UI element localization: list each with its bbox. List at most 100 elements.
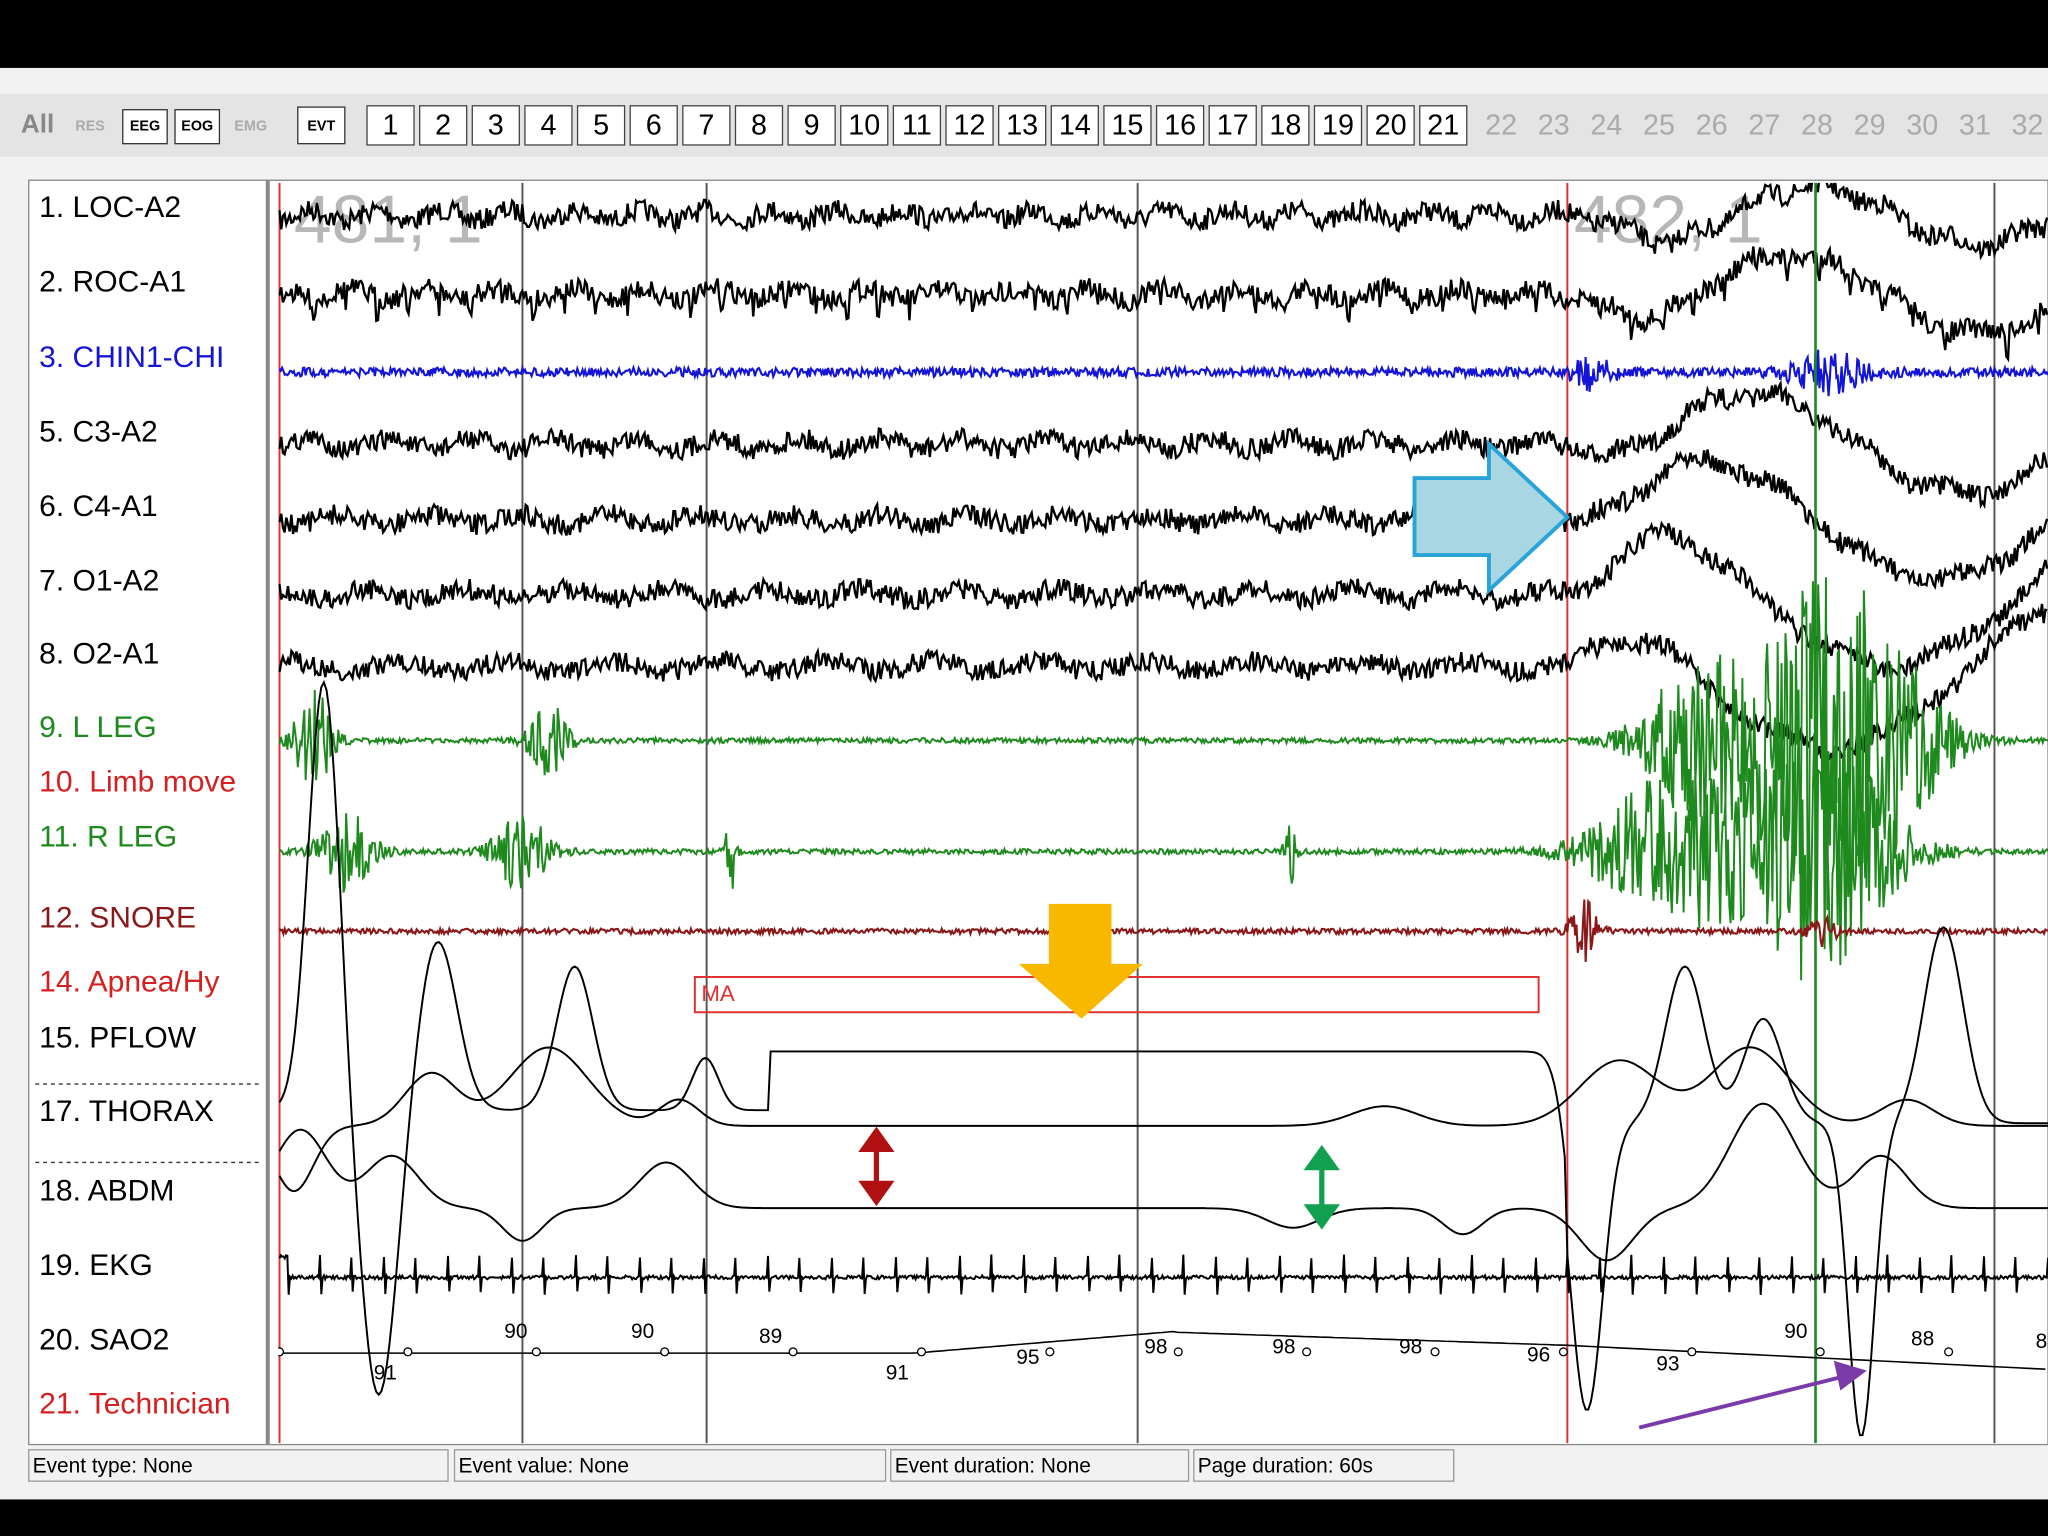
trace [278,731,2048,981]
channel-label: 1. LOC-A2 [39,191,181,224]
channel-label: 5. C3-A2 [39,416,158,449]
sao2-sample [660,1347,670,1357]
page-button[interactable] [998,105,1047,146]
page-button[interactable] [419,105,468,146]
page-button[interactable] [629,105,678,146]
page-number[interactable]: 20 [1375,109,1407,141]
sao2-sample [1815,1347,1825,1357]
page-number[interactable]: 6 [646,109,662,141]
page-button[interactable] [1103,105,1152,146]
page-number-disabled: 31 [1959,109,1991,141]
status-bar: Event type: None Event value: None Event d… [28,1449,1455,1482]
page-button[interactable] [1050,105,1099,146]
page-button[interactable] [1155,105,1205,146]
montage-label[interactable]: RES [75,118,105,134]
arrow-purple [1638,1360,1867,1430]
status-field [1193,1449,1455,1482]
sao2-sample [1045,1347,1055,1357]
page-button[interactable] [945,105,994,146]
page-number[interactable]: 17 [1217,109,1249,141]
sao2-sample [1173,1347,1183,1357]
page-button[interactable] [576,105,626,146]
sao2-value: 93 [1656,1352,1679,1375]
page-button[interactable] [1208,105,1257,146]
page-number[interactable]: 9 [804,109,820,141]
arrow-down [1018,903,1143,1019]
page-number[interactable]: 16 [1164,109,1196,141]
page-button[interactable] [471,105,520,146]
page-number[interactable]: 18 [1269,109,1301,141]
page-button[interactable] [734,105,784,146]
page-button[interactable] [682,105,731,146]
double-arrow-green [1303,1144,1340,1230]
page-number-disabled: 24 [1590,109,1622,141]
page-button[interactable] [524,105,573,146]
channel-label: 20. SAO2 [39,1323,169,1356]
montage-label[interactable]: EOG [181,118,213,134]
page-number[interactable]: 15 [1111,109,1143,141]
page-number[interactable]: 21 [1427,109,1459,141]
page-number[interactable]: 2 [435,109,451,141]
page-number[interactable]: 7 [698,109,714,141]
sao2-sample [403,1347,413,1357]
page-button[interactable] [366,105,415,146]
page-button[interactable] [1261,105,1310,146]
page-number[interactable]: 14 [1059,109,1091,141]
page-number[interactable]: 8 [751,109,767,141]
sao2-value: 89 [759,1325,782,1348]
page-button[interactable] [787,105,836,146]
channel-label: 21. Technician [39,1387,230,1420]
page-number[interactable]: 1 [383,109,399,141]
toolbar-all[interactable]: All [21,108,54,138]
page-number[interactable]: 11 [902,109,932,141]
page-number[interactable]: 12 [954,109,986,141]
sao2-value: 96 [1527,1343,1550,1366]
page-button[interactable] [1419,105,1468,146]
sao2-sample [1430,1347,1440,1357]
status-field [890,1449,1190,1482]
status-text: Event duration: None [895,1454,1091,1477]
page-button[interactable] [1366,105,1415,146]
page-number[interactable]: 19 [1322,109,1354,141]
sao2-sample [1302,1347,1312,1357]
channel-label: 8. O2-A1 [39,638,159,671]
event-annotation: MA [701,981,734,1006]
event-button[interactable] [297,106,346,145]
trace [279,1330,2046,1370]
page-number[interactable]: 13 [1006,109,1038,141]
channel-label: 18. ABDM [39,1174,174,1207]
channel-label: 7. O1-A2 [39,564,159,597]
sao2-sample [788,1347,798,1357]
page-number[interactable]: 10 [848,109,880,141]
page-number-disabled: 29 [1854,109,1886,141]
channel-label: 10. Limb move [39,766,236,799]
channel-label: 14. Apnea/Hy [39,965,219,998]
page-number[interactable]: 4 [540,109,556,141]
montage-label[interactable]: EMG [234,118,267,134]
page-number-disabled: 30 [1906,109,1938,141]
sao2-sample [1558,1347,1568,1357]
status-text: Event type: None [33,1454,193,1477]
page-number[interactable]: 3 [488,109,504,141]
page-number[interactable]: 5 [593,109,609,141]
montage-label[interactable]: EEG [130,118,160,134]
channel-label: 6. C4-A1 [39,490,158,523]
page-number-disabled: 28 [1801,109,1833,141]
page-number-disabled: 27 [1748,109,1780,141]
sao2-value: 90 [504,1320,527,1343]
event-label[interactable]: EVT [307,118,335,134]
page-button[interactable] [892,105,942,146]
page-button[interactable] [840,105,889,146]
sao2-value: 91 [374,1362,397,1385]
montage-button[interactable] [122,109,168,145]
page-button[interactable] [1313,105,1363,146]
page-number-disabled: 26 [1696,109,1728,141]
montage-button[interactable] [174,109,221,145]
sao2-sample [278,1347,285,1357]
sao2-value: 90 [631,1320,654,1343]
trace [278,603,2048,762]
channel-label: 9. L LEG [39,711,156,744]
